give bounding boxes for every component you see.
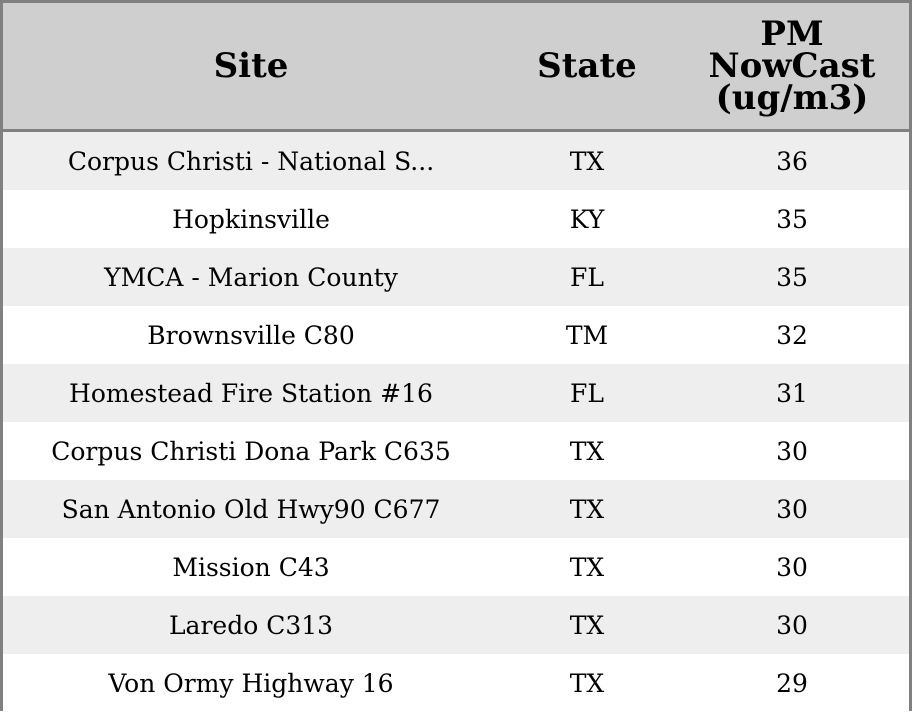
- site-cell: Laredo C313: [168, 610, 334, 640]
- state-cell: TX: [569, 436, 605, 466]
- table-row: Laredo C313 TX 30: [3, 596, 909, 654]
- state-cell: TX: [569, 668, 605, 698]
- table-row: Homestead Fire Station #16 FL 31: [3, 364, 909, 422]
- state-cell: KY: [569, 204, 605, 234]
- site-cell: Mission C43: [172, 552, 330, 582]
- pm-value-cell: 36: [776, 146, 808, 176]
- site-cell: Brownsville C80: [147, 320, 355, 350]
- table-row: YMCA - Marion County FL 35: [3, 248, 909, 306]
- site-cell: YMCA - Marion County: [104, 262, 398, 292]
- state-cell: TX: [569, 610, 605, 640]
- table-row: Mission C43 TX 30: [3, 538, 909, 596]
- state-cell: TX: [569, 146, 605, 176]
- column-header-pm-line-2: NowCast: [708, 46, 876, 86]
- site-cell: Corpus Christi - National S...: [67, 146, 435, 176]
- state-cell: TX: [569, 494, 605, 524]
- site-cell: Homestead Fire Station #16: [69, 378, 433, 408]
- pm-value-cell: 30: [776, 610, 808, 640]
- table-row: Corpus Christi Dona Park C635 TX 30: [3, 422, 909, 480]
- column-header-pm-nowcast[interactable]: PM NowCast (ug/m3): [675, 3, 909, 129]
- table-row: San Antonio Old Hwy90 C677 TX 30: [3, 480, 909, 538]
- table-row: Corpus Christi - National S... TX 36: [3, 132, 909, 190]
- site-cell: Von Ormy Highway 16: [108, 668, 394, 698]
- column-header-site[interactable]: Site: [213, 46, 289, 86]
- pm-value-cell: 30: [776, 436, 808, 466]
- pm-value-cell: 31: [776, 378, 808, 408]
- site-cell: Hopkinsville: [172, 204, 330, 234]
- pm-value-cell: 30: [776, 552, 808, 582]
- pm-value-cell: 30: [776, 494, 808, 524]
- state-cell: FL: [570, 378, 604, 408]
- site-cell: Corpus Christi Dona Park C635: [51, 436, 451, 466]
- state-cell: TM: [565, 320, 609, 350]
- state-cell: TX: [569, 552, 605, 582]
- pm-value-cell: 35: [776, 204, 808, 234]
- column-header-state[interactable]: State: [537, 46, 637, 86]
- site-cell: San Antonio Old Hwy90 C677: [61, 494, 441, 524]
- state-cell: FL: [570, 262, 604, 292]
- table-body: Corpus Christi - National S... TX 36 Hop…: [3, 132, 909, 712]
- table-row: Hopkinsville KY 35: [3, 190, 909, 248]
- column-header-pm-line-1: PM: [760, 14, 824, 54]
- pm-value-cell: 35: [776, 262, 808, 292]
- table-row: Brownsville C80 TM 32: [3, 306, 909, 364]
- column-header-pm-line-3: (ug/m3): [715, 78, 869, 118]
- table-header-row: Site State PM NowCast (ug/m3): [3, 3, 909, 132]
- pm-value-cell: 29: [776, 668, 808, 698]
- table-row: Von Ormy Highway 16 TX 29: [3, 654, 909, 712]
- pm-value-cell: 32: [776, 320, 808, 350]
